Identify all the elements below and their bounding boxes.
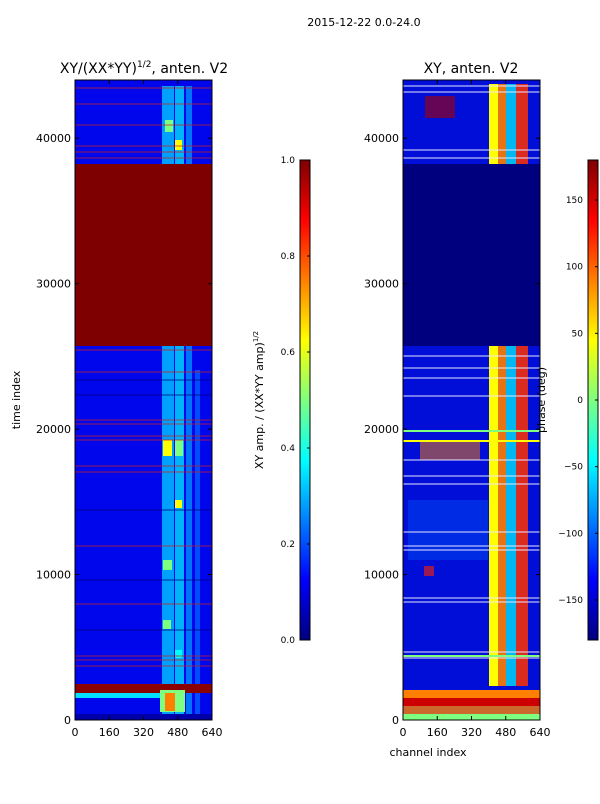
right-bright-column [489, 346, 498, 686]
right-colorbar: −150 −100 −50 0 50 100 150 phase (deg) [535, 159, 599, 641]
right-bright-column [516, 346, 528, 686]
figure-suptitle: 2015-12-22 0.0-24.0 [307, 16, 420, 29]
left-ytick-label: 40000 [36, 132, 71, 145]
left-dark-streak-group [75, 379, 212, 631]
right-ytick-label: 10000 [364, 569, 399, 582]
left-saturated-band [75, 164, 212, 346]
right-colorbar-ticks: −150 −100 −50 0 50 100 150 [558, 196, 598, 606]
left-hotspot [175, 500, 182, 508]
left-colorbar-tick-label: 1.0 [281, 156, 296, 166]
right-colorbar-label: phase (deg) [535, 367, 548, 433]
left-colorbar-gradient [299, 159, 311, 641]
right-bright-column [516, 84, 528, 164]
left-saturated-band [75, 684, 212, 693]
right-speckle [425, 96, 455, 118]
left-panel-title: XY/(XX*YY)1/2, anten. V2 [60, 60, 228, 77]
right-colorbar-tick-label: 100 [566, 263, 583, 273]
left-hotspot [163, 620, 171, 629]
right-ytick-label: 40000 [364, 132, 399, 145]
left-axes: 0 160 320 480 640 0 10000 20000 30000 40000 [36, 80, 223, 739]
right-hot-band [403, 698, 540, 706]
right-xtick-label: 160 [427, 726, 448, 739]
left-title-main: XY/(XX*YY) [60, 61, 137, 77]
left-red-streak-group [75, 87, 212, 667]
right-bright-column [498, 84, 506, 164]
right-speckle [424, 566, 434, 576]
left-bright-column [175, 86, 184, 168]
right-speckle-group [408, 96, 488, 576]
right-ytick-label: 20000 [364, 423, 399, 436]
right-xlabel: channel index [389, 746, 467, 759]
left-bright-column-group [162, 86, 200, 720]
right-speckle [408, 500, 488, 560]
right-colorbar-tick-label: 0 [577, 396, 583, 406]
right-xtick-label: 0 [400, 726, 407, 739]
right-panel-title: XY, anten. V2 [424, 61, 519, 77]
right-ytick-label: 30000 [364, 278, 399, 291]
left-colorbar-tick-label: 0.6 [281, 348, 296, 358]
right-flat-band [403, 164, 540, 346]
left-hotspot [163, 560, 172, 570]
left-ytick-label: 20000 [36, 423, 71, 436]
right-panel: XY, anten. V2 [364, 61, 599, 759]
right-bright-column [498, 346, 506, 686]
right-xtick-label: 320 [461, 726, 482, 739]
left-colorbar: 0.0 0.2 0.4 0.6 0.8 1.0 XY amp. / (XX*YY amp)… [252, 156, 311, 646]
left-bright-column [186, 86, 192, 168]
left-bright-column [162, 346, 174, 720]
left-bright-column [186, 346, 192, 720]
left-colorbar-label-main: XY amp. / (XX*YY amp) [253, 342, 266, 469]
left-colorbar-ticks: 0.0 0.2 0.4 0.6 0.8 1.0 [281, 156, 310, 646]
right-hot-band [403, 690, 540, 698]
left-saturated-band [165, 693, 175, 711]
left-hotspot-group [163, 120, 183, 658]
right-colorbar-tick-label: −100 [558, 529, 583, 539]
right-colorbar-tick-label: 150 [566, 196, 583, 206]
right-white-streak-group [403, 85, 540, 659]
left-hotspot [175, 650, 182, 658]
right-hot-band [403, 706, 540, 714]
left-hotspot [175, 140, 182, 150]
left-heatmap [75, 80, 212, 720]
right-xtick-label: 640 [530, 726, 551, 739]
left-xtick-label: 480 [167, 726, 188, 739]
left-colorbar-tick-label: 0.0 [281, 636, 296, 646]
left-ylabel: time index [10, 370, 23, 429]
right-bright-column [506, 346, 516, 686]
right-colorbar-tick-label: −50 [564, 463, 583, 473]
left-hotspot [163, 440, 172, 456]
left-xtick-label: 160 [99, 726, 120, 739]
right-bright-column [506, 84, 516, 164]
right-heatmap [403, 80, 540, 720]
left-ytick-label: 30000 [36, 278, 71, 291]
left-colorbar-tick-label: 0.4 [281, 444, 296, 454]
left-hotspot [165, 120, 173, 132]
right-bright-column [489, 84, 498, 164]
left-colorbar-label-exponent: 1/2 [252, 331, 260, 342]
left-hotspot [175, 440, 183, 456]
left-ytick-label: 10000 [36, 569, 71, 582]
left-colorbar-label: XY amp. / (XX*YY amp)1/2 [252, 331, 266, 469]
left-xtick-label: 640 [202, 726, 223, 739]
left-bright-column [195, 370, 200, 720]
left-saturated-band [75, 693, 160, 698]
right-colorbar-tick-label: 50 [572, 329, 584, 339]
left-xtick-label: 0 [72, 726, 79, 739]
left-colorbar-tick-label: 0.2 [281, 540, 295, 550]
right-xtick-label: 480 [495, 726, 516, 739]
right-yellow-streak-group [403, 430, 540, 657]
right-axes: 0 160 320 480 640 0 10000 20000 30000 40000 [364, 80, 551, 739]
left-title-suffix: , anten. V2 [151, 61, 228, 77]
left-panel: XY/(XX*YY)1/2, anten. V2 [10, 60, 311, 739]
right-speckle [420, 440, 480, 460]
right-ytick-label: 0 [392, 714, 399, 727]
left-ytick-label: 0 [64, 714, 71, 727]
left-title-exponent: 1/2 [137, 60, 151, 70]
left-bright-column [175, 346, 184, 720]
left-colorbar-tick-label: 0.8 [281, 252, 296, 262]
left-xtick-label: 320 [133, 726, 154, 739]
right-colorbar-tick-label: −150 [558, 596, 583, 606]
